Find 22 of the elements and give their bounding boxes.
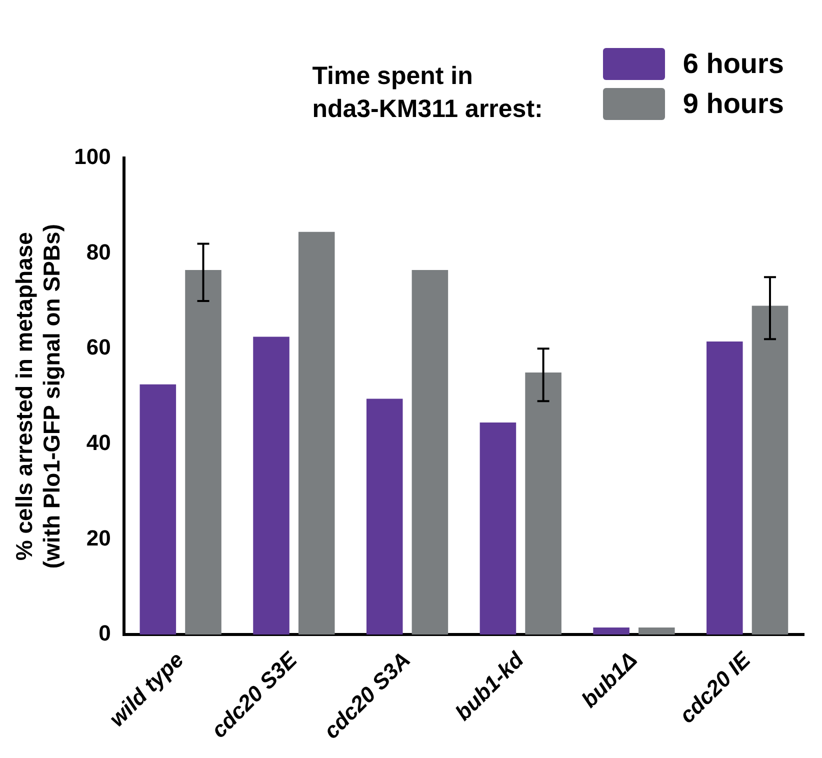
bar (185, 270, 222, 635)
bar (366, 398, 403, 635)
y-tick-label: 100 (74, 144, 111, 170)
legend-title: Time spent in nda3-KM311 arrest: (312, 61, 543, 125)
legend-label: 9 hours (682, 88, 784, 120)
y-tick-label: 0 (98, 620, 111, 646)
y-tick-label: 80 (86, 239, 111, 264)
y-axis-title: % cells arrested in metaphase (with Plo1-GFP signal on SPBs) (11, 224, 65, 569)
bar (593, 627, 630, 635)
bar (298, 232, 335, 635)
bar (480, 422, 516, 635)
bar (706, 342, 743, 635)
y-tick-label: 20 (86, 525, 111, 550)
bar (525, 372, 562, 635)
bar (638, 627, 675, 635)
y-tick-label: 60 (86, 334, 111, 360)
legend-label: 6 hours (682, 48, 784, 80)
bar (140, 384, 176, 635)
bar (752, 306, 788, 635)
bar (412, 270, 448, 635)
y-tick-label: 40 (86, 430, 111, 456)
bar (253, 336, 290, 635)
